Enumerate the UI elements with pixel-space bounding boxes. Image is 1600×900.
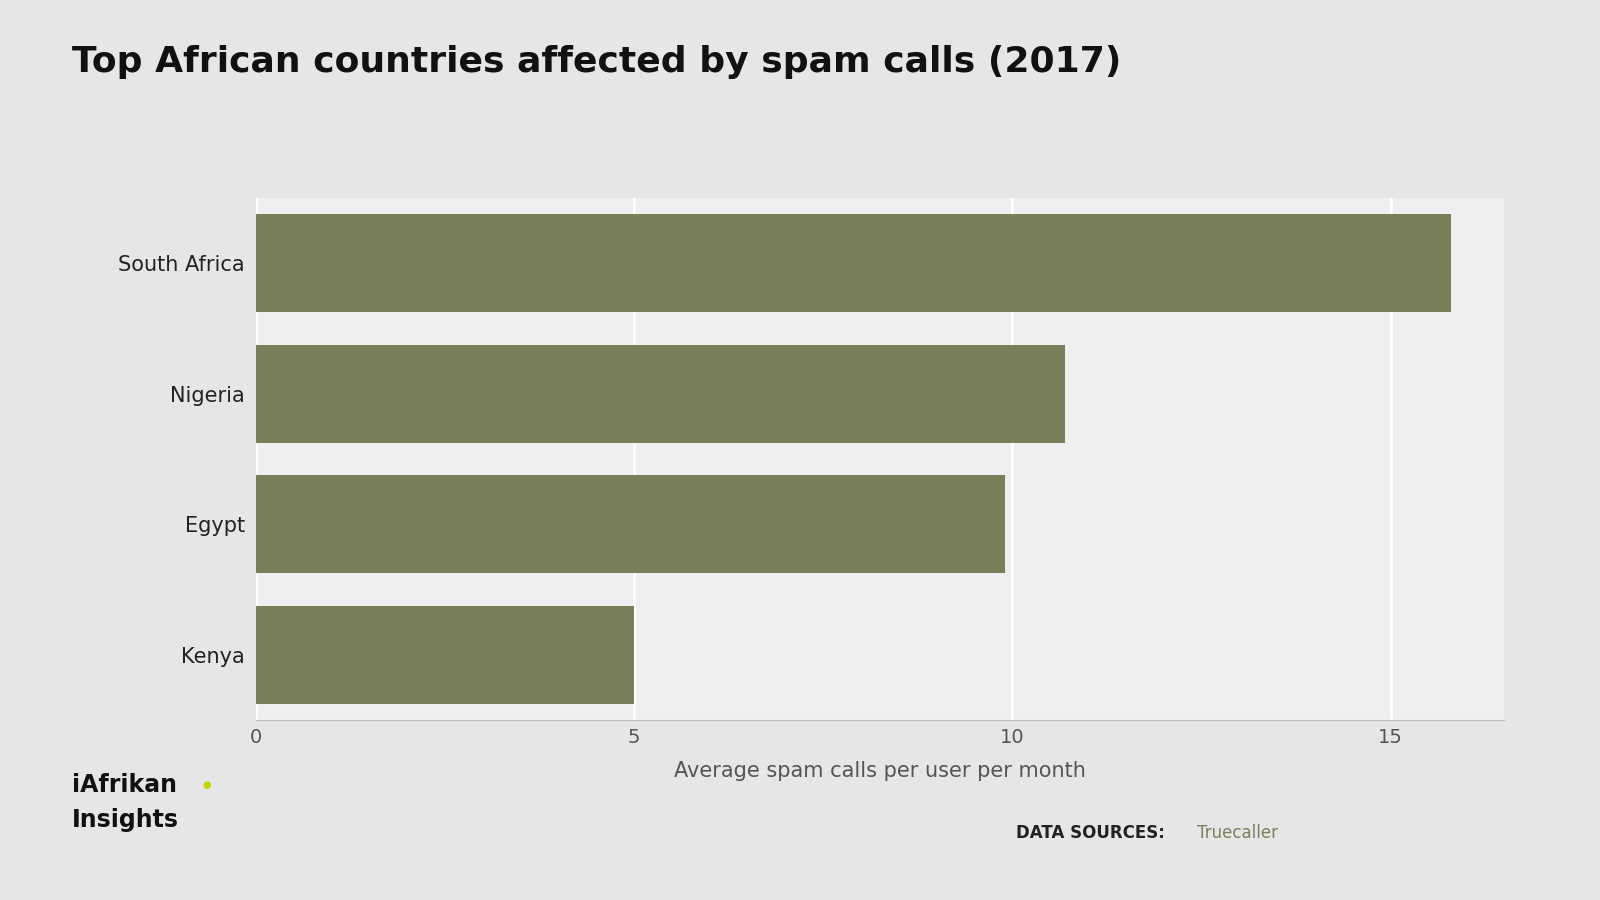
- Text: ●: ●: [202, 780, 211, 790]
- Bar: [256, 475, 1005, 573]
- Text: Truecaller: Truecaller: [1197, 824, 1278, 842]
- Text: Top African countries affected by spam calls (2017): Top African countries affected by spam c…: [72, 45, 1122, 79]
- Bar: [256, 606, 634, 704]
- X-axis label: Average spam calls per user per month: Average spam calls per user per month: [674, 761, 1086, 781]
- Bar: [256, 345, 1066, 443]
- Bar: [256, 214, 1451, 312]
- Text: iAfrikan: iAfrikan: [72, 772, 178, 796]
- Text: Insights: Insights: [72, 808, 179, 833]
- Text: DATA SOURCES:: DATA SOURCES:: [1016, 824, 1165, 842]
